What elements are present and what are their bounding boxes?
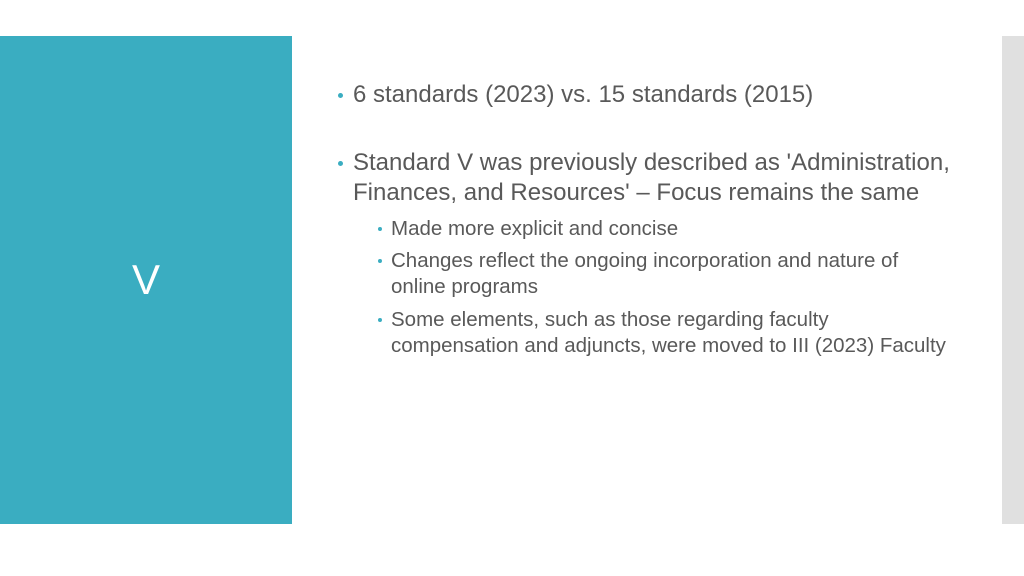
slide-title: V: [132, 256, 160, 304]
sub-bullet-item: Made more explicit and concise: [378, 216, 958, 242]
sub-bullet-item: Some elements, such as those regarding f…: [378, 307, 958, 359]
bullet-dot-icon: [378, 318, 382, 322]
bullet-dot-icon: [338, 93, 343, 98]
bullet-dot-icon: [378, 259, 382, 263]
bullet-text: 6 standards (2023) vs. 15 standards (201…: [353, 80, 813, 110]
content-area: 6 standards (2023) vs. 15 standards (201…: [338, 80, 958, 365]
sub-bullet-text: Some elements, such as those regarding f…: [391, 307, 958, 359]
bullet-text: Standard V was previously described as '…: [353, 148, 958, 208]
sub-bullet-item: Changes reflect the ongoing incorporatio…: [378, 248, 958, 300]
right-accent-strip: [1002, 36, 1024, 524]
sub-bullet-list: Made more explicit and concise Changes r…: [378, 216, 958, 359]
title-panel: V: [0, 36, 292, 524]
bullet-dot-icon: [338, 161, 343, 166]
bullet-dot-icon: [378, 227, 382, 231]
bullet-item: Standard V was previously described as '…: [338, 148, 958, 208]
sub-bullet-text: Made more explicit and concise: [391, 216, 678, 242]
sub-bullet-text: Changes reflect the ongoing incorporatio…: [391, 248, 958, 300]
bullet-item: 6 standards (2023) vs. 15 standards (201…: [338, 80, 958, 110]
